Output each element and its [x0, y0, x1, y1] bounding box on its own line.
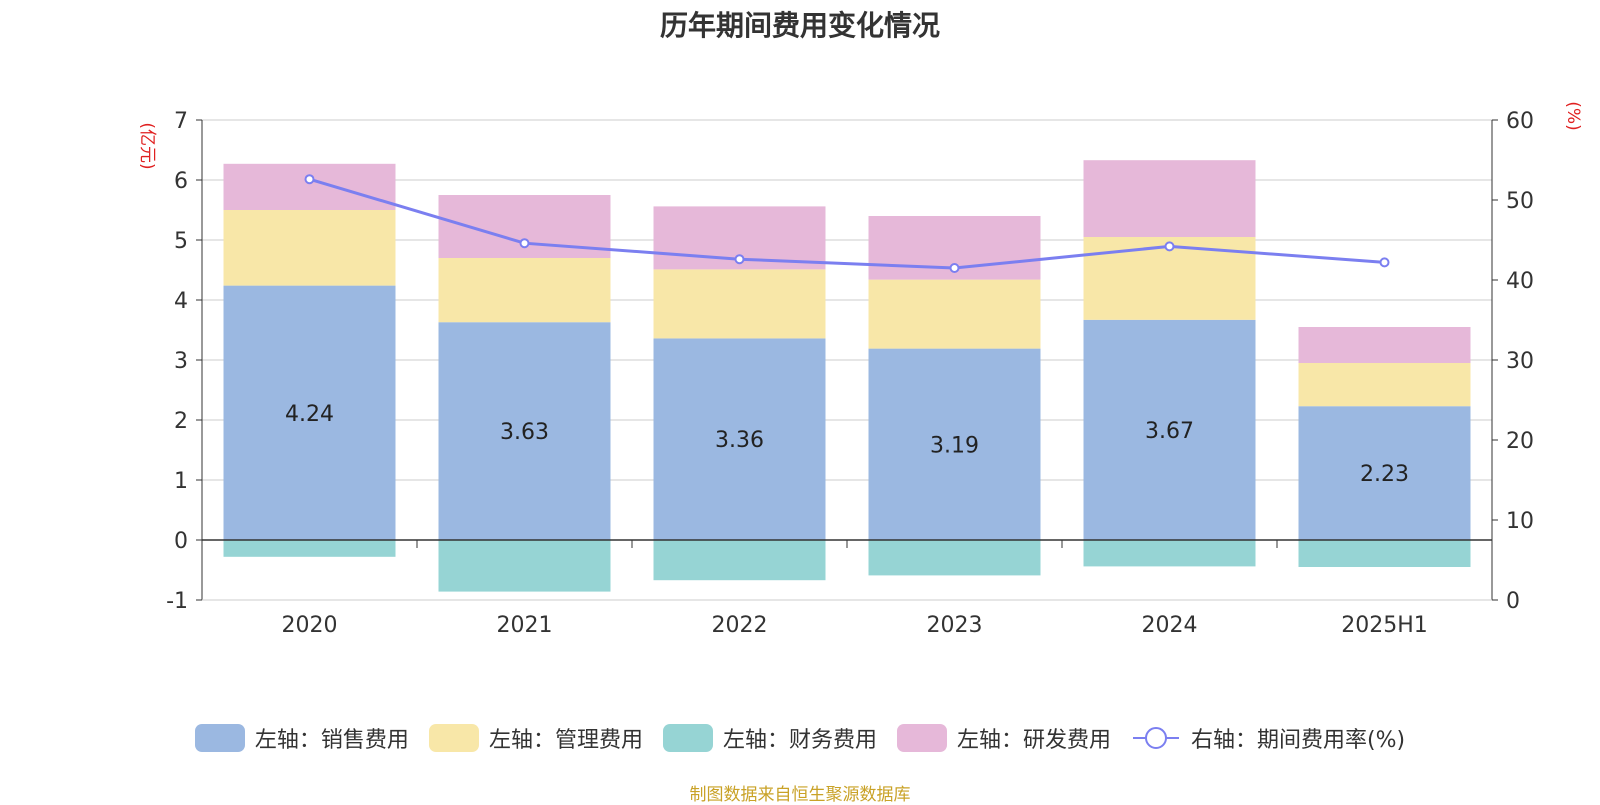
legend-label-admin: 左轴：管理费用 [488, 728, 643, 753]
left-axis-tick-label: -1 [166, 589, 188, 614]
legend-swatch-finance [662, 724, 713, 752]
data-label-sales: 4.24 [285, 402, 334, 427]
bar-segment-3-2025H1 [1298, 540, 1471, 567]
data-label-sales: 3.63 [500, 420, 549, 445]
x-axis-category-label: 2020 [282, 613, 338, 638]
legend-swatch-rd [896, 724, 947, 752]
bar-segment-1-2025H1 [1298, 406, 1471, 540]
data-label-sales: 2.23 [1360, 462, 1409, 487]
bar-segment-3-2022 [653, 540, 826, 581]
left-axis-tick-label: 7 [174, 109, 188, 134]
axis-layer: -1 0 1 2 3 4 5 6 7 0 10 20 30 40 50 60 2020 2021 2022 2023 2… [137, 101, 1583, 638]
legend-swatch-admin [428, 724, 479, 752]
legend-label-expense-ratio: 右轴：期间费用率(%) [1190, 728, 1406, 753]
right-axis-tick-label: 50 [1506, 189, 1534, 214]
expense-ratio-point [949, 263, 960, 273]
bar-segment-1-2023 [868, 348, 1041, 540]
bar-segment-3-2021 [438, 540, 611, 592]
right-axis-unit-label: (%) [1563, 101, 1583, 130]
data-source-note: 制图数据来自恒生聚源数据库 [689, 785, 911, 805]
legend-item-expense-ratio[interactable]: 右轴：期间费用率(%) [1131, 722, 1405, 754]
expense-ratio-point [304, 174, 315, 185]
left-axis-tick-label: 5 [174, 229, 188, 254]
chart-title: 历年期间费用变化情况 [659, 9, 940, 42]
bar-segment-2-2023 [868, 279, 1041, 349]
x-axis-category-label: 2022 [712, 613, 768, 638]
chart-legend: 左轴：销售费用 左轴：管理费用 左轴：财务费用 左轴：研发费用 右轴：期间费用率… [0, 720, 1600, 756]
expense-ratio-line [309, 177, 1385, 270]
right-axis-tick-label: 10 [1506, 509, 1534, 534]
bar-segment-1-2021 [438, 322, 611, 540]
expense-ratio-point [1164, 241, 1175, 252]
bar-segment-4-2024 [1083, 160, 1256, 237]
bar-segment-3-2023 [868, 540, 1041, 576]
left-axis-tick-label: 2 [174, 409, 188, 434]
legend-item-rd[interactable]: 左轴：研发费用 [896, 722, 1111, 754]
legend-item-finance[interactable]: 左轴：财务费用 [662, 722, 877, 754]
label-layer: 4.24 3.63 3.36 3.19 3.67 2.23 [285, 402, 1409, 487]
legend-line-marker-icon [1132, 727, 1179, 749]
bar-segment-2-2020 [223, 210, 396, 286]
bar-segment-1-2020 [223, 285, 396, 540]
legend-label-sales: 左轴：销售费用 [254, 728, 409, 753]
left-axis-tick-label: 3 [174, 349, 188, 374]
legend-label-finance: 左轴：财务费用 [722, 728, 877, 753]
left-axis-tick-label: 6 [174, 169, 188, 194]
bar-segment-4-2025H1 [1298, 327, 1471, 363]
line-layer [304, 174, 1390, 273]
bar-segment-1-2022 [653, 338, 826, 540]
bar-segment-2-2021 [438, 258, 611, 323]
expense-ratio-point [519, 238, 530, 249]
left-axis-tick-label: 4 [174, 289, 188, 314]
right-axis-tick-label: 40 [1506, 269, 1534, 294]
left-axis-unit-label: (亿元) [137, 122, 157, 169]
expense-ratio-point [734, 254, 745, 265]
x-axis-category-label: 2023 [927, 613, 983, 638]
bar-segment-3-2024 [1083, 540, 1256, 567]
data-label-sales: 3.67 [1145, 419, 1194, 444]
left-axis-tick-label: 1 [174, 469, 188, 494]
x-axis-category-label: 2021 [497, 613, 553, 638]
right-axis-tick-label: 0 [1506, 589, 1520, 614]
bar-segment-1-2024 [1083, 319, 1256, 540]
right-axis-tick-label: 20 [1506, 429, 1534, 454]
bar-layer [223, 160, 1471, 592]
legend-label-rd: 左轴：研发费用 [956, 728, 1111, 753]
bar-segment-4-2020 [223, 163, 396, 210]
bar-segment-2-2022 [653, 269, 826, 339]
expense-ratio-point [1379, 257, 1390, 268]
right-axis-tick-label: 60 [1506, 109, 1534, 134]
data-label-sales: 3.19 [930, 433, 979, 458]
bar-segment-2-2025H1 [1298, 363, 1471, 407]
legend-item-sales[interactable]: 左轴：销售费用 [194, 722, 409, 754]
legend-swatch-sales [194, 724, 245, 752]
legend-item-admin[interactable]: 左轴：管理费用 [428, 722, 643, 754]
x-axis-category-label: 2025H1 [1341, 613, 1428, 638]
left-axis-tick-label: 0 [174, 529, 188, 554]
right-axis-tick-label: 30 [1506, 349, 1534, 374]
x-axis-category-label: 2024 [1142, 613, 1198, 638]
bar-segment-3-2020 [223, 540, 396, 557]
data-label-sales: 3.36 [715, 428, 764, 453]
